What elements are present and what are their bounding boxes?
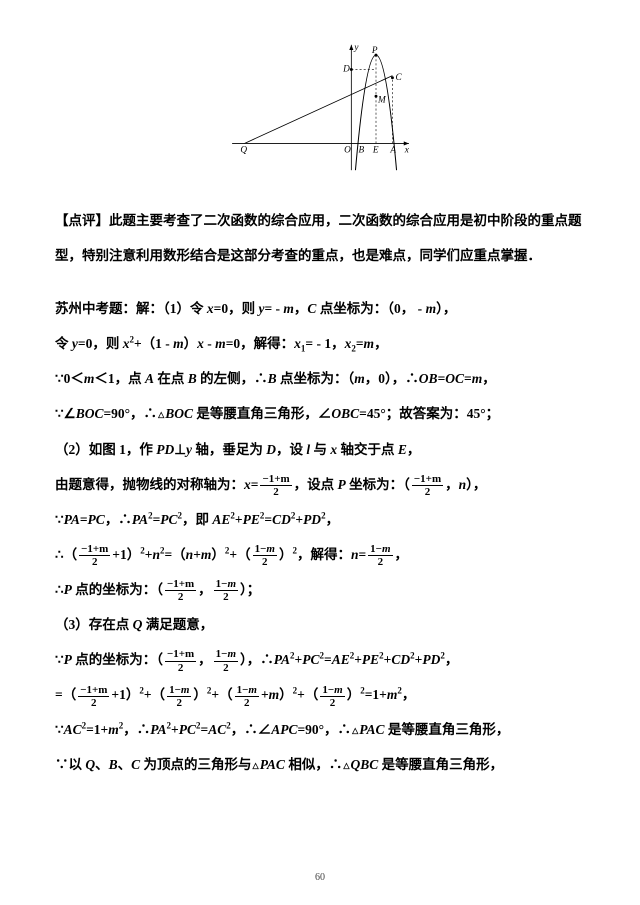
line-10: （3）存在点 Q 满足题意，: [55, 607, 585, 642]
line-12: =（−1+m2+1）2+（1−m2）2+（1−m2+m）2+（1−m2）2=1+…: [55, 677, 585, 712]
line-9: ∴P 点的坐标为：（−1+m2，1−m2）；: [55, 572, 585, 607]
line-4: ∵∠BOC=90°，∴△BOC 是等腰直角三角形，∠OBC=45°；故答案为：4…: [55, 396, 585, 431]
label-C: C: [395, 73, 402, 83]
axis-y: y: [353, 43, 359, 53]
label-D: D: [342, 65, 350, 75]
label-O: O: [344, 146, 351, 156]
label-M: M: [377, 95, 387, 105]
document-page: Q B E O A D P M C x y 【点评】此题主要考查了二次函数的综合…: [0, 0, 640, 905]
line-8: ∴（−1+m2+1）2+n2=（n+m）2+（1−m2）2，解得：n=1−m2，: [55, 537, 585, 572]
line-1: 苏州中考题：解：（1）令 x=0，则 y= - m，C 点坐标为：（0， - m…: [55, 291, 585, 326]
label-P: P: [370, 46, 377, 56]
line-2: 令 y=0，则 x2+（1 - m）x - m=0，解得：x1= - 1，x2=…: [55, 326, 585, 361]
label-Q: Q: [240, 146, 247, 156]
review-paragraph: 【点评】此题主要考查了二次函数的综合应用，二次函数的综合应用是初中阶段的重点题型…: [55, 203, 585, 273]
line-6: 由题意得，抛物线的对称轴为：x=−1+m2，设点 P 坐标为：（−1+m2，n）…: [55, 467, 585, 502]
fraction: −1+m2: [260, 473, 291, 498]
label-B: B: [358, 146, 364, 156]
figure-graph: Q B E O A D P M C x y: [55, 40, 585, 175]
line-11: ∵P 点的坐标为：（−1+m2，1−m2），∴PA2+PC2=AE2+PE2+C…: [55, 642, 585, 677]
line-5: （2）如图 1，作 PD⊥y 轴，垂足为 D，设 l 与 x 轴交于点 E，: [55, 432, 585, 467]
label-A: A: [389, 146, 396, 156]
body-text: 【点评】此题主要考查了二次函数的综合应用，二次函数的综合应用是初中阶段的重点题型…: [55, 203, 585, 783]
line-3: ∵0＜m＜1，点 A 在点 B 的左侧，∴B 点坐标为：（m，0），∴OB=OC…: [55, 361, 585, 396]
review-label: 【点评】: [55, 213, 109, 228]
label-E: E: [371, 146, 378, 156]
line-14: ∵以 Q、B、C 为顶点的三角形与△PAC 相似，∴△QBC 是等腰直角三角形，: [55, 747, 585, 782]
line-13: ∵AC2=1+m2，∴PA2+PC2=AC2，∴∠APC=90°，∴△PAC 是…: [55, 712, 585, 747]
parabola-diagram: Q B E O A D P M C x y: [228, 40, 413, 175]
line-7: ∵PA=PC，∴PA2=PC2，即 AE2+PE2=CD2+PD2，: [55, 502, 585, 537]
axis-x: x: [403, 146, 409, 156]
review-body: 此题主要考查了二次函数的综合应用，二次函数的综合应用是初中阶段的重点题型，特别注…: [55, 213, 582, 263]
page-number: 60: [0, 872, 640, 883]
